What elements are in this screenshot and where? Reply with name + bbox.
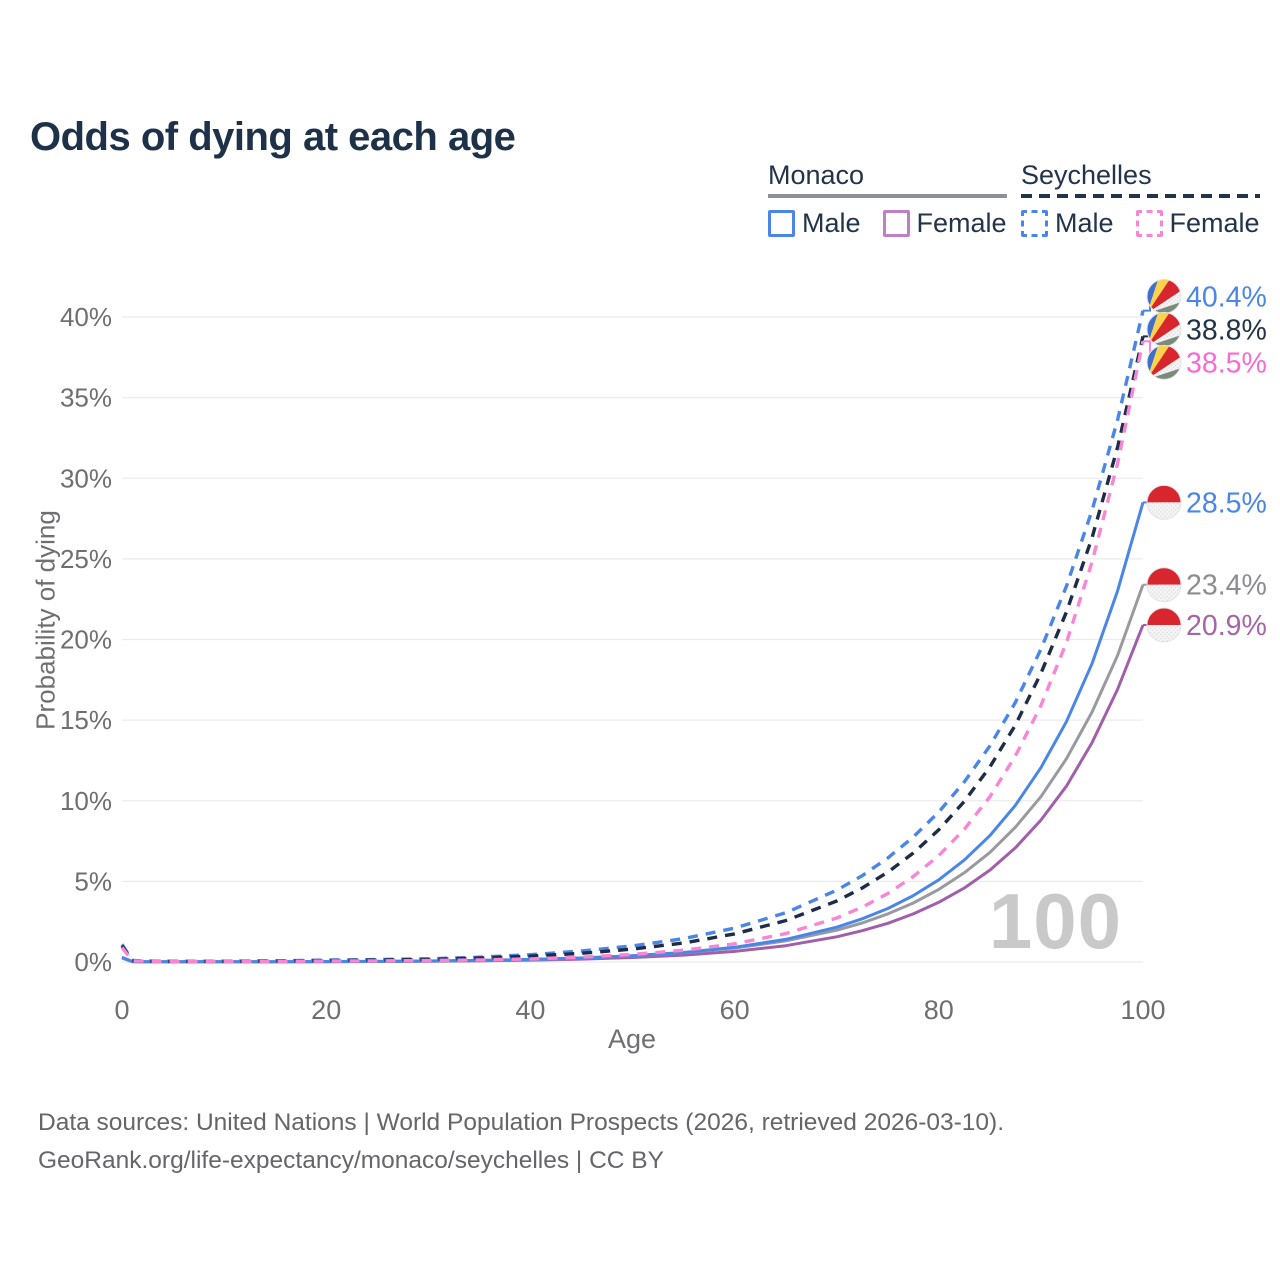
monaco-flag-icon xyxy=(1146,607,1182,643)
end-value-label-monaco-both-sexes: 23.4% xyxy=(1186,570,1267,602)
seychelles-flag-icon xyxy=(1146,311,1182,347)
x-tick-label: 100 xyxy=(1120,995,1165,1025)
y-tick-label: 35% xyxy=(60,383,112,413)
end-value-label-monaco-female: 20.9% xyxy=(1186,610,1267,642)
y-tick-label: 25% xyxy=(60,544,112,574)
seychelles-flag-icon xyxy=(1146,278,1182,314)
series-line-seychelles-male[interactable] xyxy=(120,310,1145,963)
end-value-label-seychelles-male: 40.4% xyxy=(1186,281,1267,313)
y-tick-label: 0% xyxy=(74,947,112,977)
data-sources-line: Data sources: United Nations | World Pop… xyxy=(38,1109,1005,1136)
legend-label: Male xyxy=(802,208,861,238)
monaco-flag-icon xyxy=(1146,484,1182,520)
y-tick-label: 10% xyxy=(60,786,112,816)
monaco-flag-icon xyxy=(1146,567,1182,603)
legend-country-monaco: Monaco xyxy=(768,160,865,190)
legend-item-seychelles-male[interactable]: Male xyxy=(1021,208,1114,239)
series-line-seychelles-female[interactable] xyxy=(120,340,1145,964)
age-watermark: 100 xyxy=(988,877,1122,965)
monaco-male-swatch-icon xyxy=(768,210,795,237)
series-line-seychelles-both-sexes[interactable] xyxy=(120,336,1145,964)
end-value-label-seychelles-both-sexes: 38.8% xyxy=(1186,314,1267,346)
legend-item-monaco-female[interactable]: Female xyxy=(882,208,1007,239)
x-tick-label: 20 xyxy=(311,995,341,1025)
y-tick-label: 20% xyxy=(60,625,112,655)
chart-title: Odds of dying at each age xyxy=(30,114,516,159)
x-tick-label: 0 xyxy=(114,995,129,1025)
x-axis-title: Age xyxy=(607,1024,657,1054)
legend-group-monaco: Monaco Male Female xyxy=(768,160,1007,239)
monaco-female-swatch-icon xyxy=(882,210,910,237)
y-axis-title: Probability of dying xyxy=(30,510,61,730)
y-tick-label: 15% xyxy=(60,705,112,735)
legend-group-seychelles: Seychelles Male Female xyxy=(1021,160,1260,239)
seychelles-line-style-sample xyxy=(1021,194,1260,198)
y-tick-label: 40% xyxy=(60,302,112,332)
y-tick-label: 30% xyxy=(60,463,112,493)
monaco-line-style-sample xyxy=(768,194,1007,198)
footer: Data sources: United Nations | World Pop… xyxy=(38,1104,1004,1180)
legend-item-seychelles-female[interactable]: Female xyxy=(1135,208,1260,239)
end-value-label-monaco-male: 28.5% xyxy=(1186,487,1267,519)
x-tick-label: 80 xyxy=(924,995,954,1025)
attribution-line: GeoRank.org/life-expectancy/monaco/seych… xyxy=(38,1147,664,1174)
end-value-label-seychelles-female: 38.5% xyxy=(1186,347,1267,379)
legend-label: Female xyxy=(916,208,1007,238)
x-tick-label: 40 xyxy=(515,995,545,1025)
seychelles-flag-icon xyxy=(1146,344,1182,380)
y-tick-label: 5% xyxy=(74,866,112,896)
legend-item-monaco-male[interactable]: Male xyxy=(768,208,861,239)
legend-label: Female xyxy=(1169,208,1260,238)
legend-label: Male xyxy=(1055,208,1114,238)
legend-country-seychelles: Seychelles xyxy=(1021,160,1152,190)
seychelles-male-swatch-icon xyxy=(1021,210,1048,237)
seychelles-female-swatch-icon xyxy=(1135,210,1163,237)
x-tick-label: 60 xyxy=(720,995,750,1025)
